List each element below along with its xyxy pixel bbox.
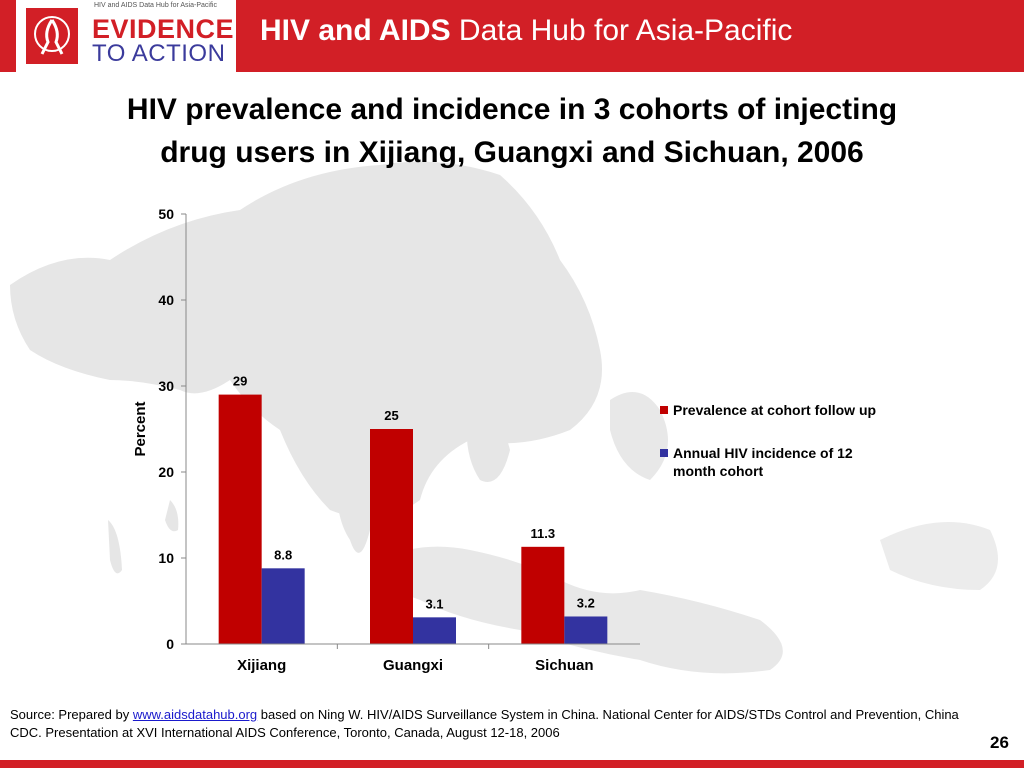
source-note: Source: Prepared by www.aidsdatahub.org … xyxy=(10,706,970,742)
logo-text-to-action: TO ACTION xyxy=(92,40,226,67)
x-tick-label: Sichuan xyxy=(535,657,593,674)
hub-title: HIV and AIDS Data Hub for Asia-Pacific xyxy=(260,14,792,48)
slide-title-line-1: HIV prevalence and incidence in 3 cohort… xyxy=(126,93,898,126)
bar-prevalence xyxy=(370,429,413,644)
footer-bar xyxy=(0,760,1024,768)
bar-incidence xyxy=(564,616,608,644)
y-tick-label: 10 xyxy=(158,550,174,566)
background-map xyxy=(10,161,998,674)
x-tick-label: Xijiang xyxy=(237,657,286,674)
y-axis-label: Percent xyxy=(132,401,149,456)
logo-text-evidence: EVIDENCE xyxy=(92,14,235,44)
y-tick-label: 50 xyxy=(158,206,174,222)
y-tick-label: 20 xyxy=(158,464,174,480)
data-label: 25 xyxy=(384,408,398,423)
data-label: 3.1 xyxy=(425,596,443,611)
bar-prevalence xyxy=(218,394,262,644)
page-number: 26 xyxy=(990,733,1009,752)
source-prefix: Source: Prepared by xyxy=(10,707,130,722)
slide-title-line-2: drug users in Xijiang, Guangxi and Sichu… xyxy=(160,136,864,169)
x-tick-label: Guangxi xyxy=(383,657,443,674)
source-text: based on Ning W. HIV/AIDS Surveillance S… xyxy=(10,707,959,740)
data-label: 29 xyxy=(233,374,247,389)
hub-title-rest: Data Hub for Asia-Pacific xyxy=(458,14,793,47)
legend-label-incidence: Annual HIV incidence of 12 month cohort xyxy=(673,445,853,479)
y-tick-label: 30 xyxy=(158,378,174,394)
y-tick-label: 40 xyxy=(158,292,174,308)
legend-swatch-prevalence xyxy=(660,406,668,414)
bars: 29 8.8 25 3.1 11.3 3.2 xyxy=(218,374,608,644)
bar-prevalence xyxy=(521,546,565,644)
legend-label-prevalence: Prevalence at cohort follow up xyxy=(673,402,877,418)
un-emblem-icon xyxy=(26,8,78,64)
legend-swatch-incidence xyxy=(660,449,668,457)
y-tick-label: 0 xyxy=(166,636,174,652)
source-link[interactable]: www.aidsdatahub.org xyxy=(132,707,258,722)
data-label: 11.3 xyxy=(531,526,556,541)
data-label: 8.8 xyxy=(274,547,292,562)
logo-tagline: HIV and AIDS Data Hub for Asia-Pacific xyxy=(94,2,217,9)
y-axis: 0 10 20 30 40 50 Percent xyxy=(132,206,187,652)
slide-title: HIV prevalence and incidence in 3 cohort… xyxy=(20,88,1004,174)
bar-incidence xyxy=(413,617,456,644)
x-axis: Xijiang Guangxi Sichuan xyxy=(186,643,640,674)
hub-title-bold: HIV and AIDS xyxy=(260,14,451,47)
bar-incidence xyxy=(261,568,305,644)
evidence-to-action-logo: HIV and AIDS Data Hub for Asia-Pacific E… xyxy=(10,0,242,72)
data-label: 3.2 xyxy=(577,595,595,610)
